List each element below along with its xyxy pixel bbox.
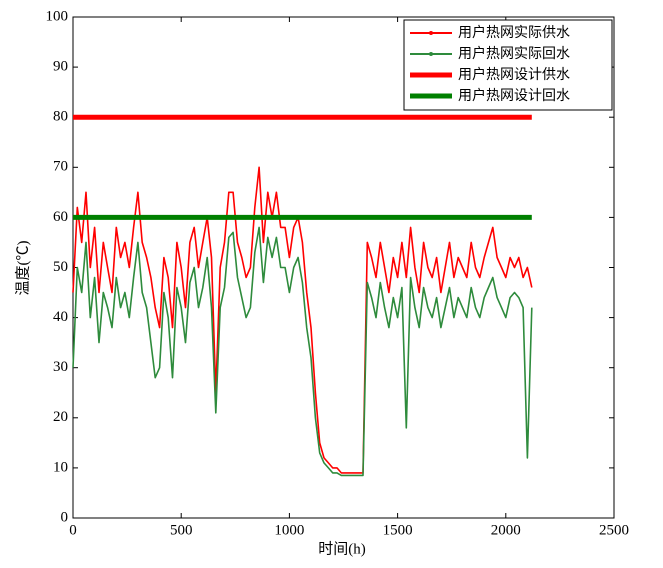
x-tick-label: 1500 (383, 522, 413, 538)
y-axis-label: 温度(℃) (14, 241, 31, 296)
x-tick-label: 2500 (599, 522, 629, 538)
y-tick-label: 40 (53, 309, 68, 325)
y-tick-label: 80 (53, 109, 68, 125)
legend-label: 用户热网设计供水 (458, 66, 570, 83)
y-tick-label: 50 (53, 259, 68, 275)
legend-marker (429, 52, 433, 56)
y-tick-label: 100 (46, 8, 69, 24)
x-axis-label: 时间(h) (318, 540, 366, 557)
y-tick-label: 0 (61, 509, 69, 525)
series-line (72, 166, 533, 474)
x-tick-label: 0 (69, 522, 77, 538)
y-tick-label: 90 (53, 59, 68, 75)
legend-marker (429, 31, 433, 35)
series-line (72, 226, 533, 477)
y-tick-label: 30 (53, 359, 68, 375)
x-tick-label: 500 (170, 522, 193, 538)
legend-label: 用户热网实际供水 (458, 24, 570, 41)
y-tick-label: 10 (53, 459, 68, 475)
x-tick-label: 2000 (491, 522, 521, 538)
legend-label: 用户热网设计回水 (458, 87, 570, 104)
y-tick-label: 60 (53, 209, 68, 225)
y-tick-label: 70 (53, 159, 68, 175)
x-tick-label: 1000 (274, 522, 304, 538)
y-tick-label: 20 (53, 409, 68, 425)
legend-label: 用户热网实际回水 (458, 45, 570, 62)
